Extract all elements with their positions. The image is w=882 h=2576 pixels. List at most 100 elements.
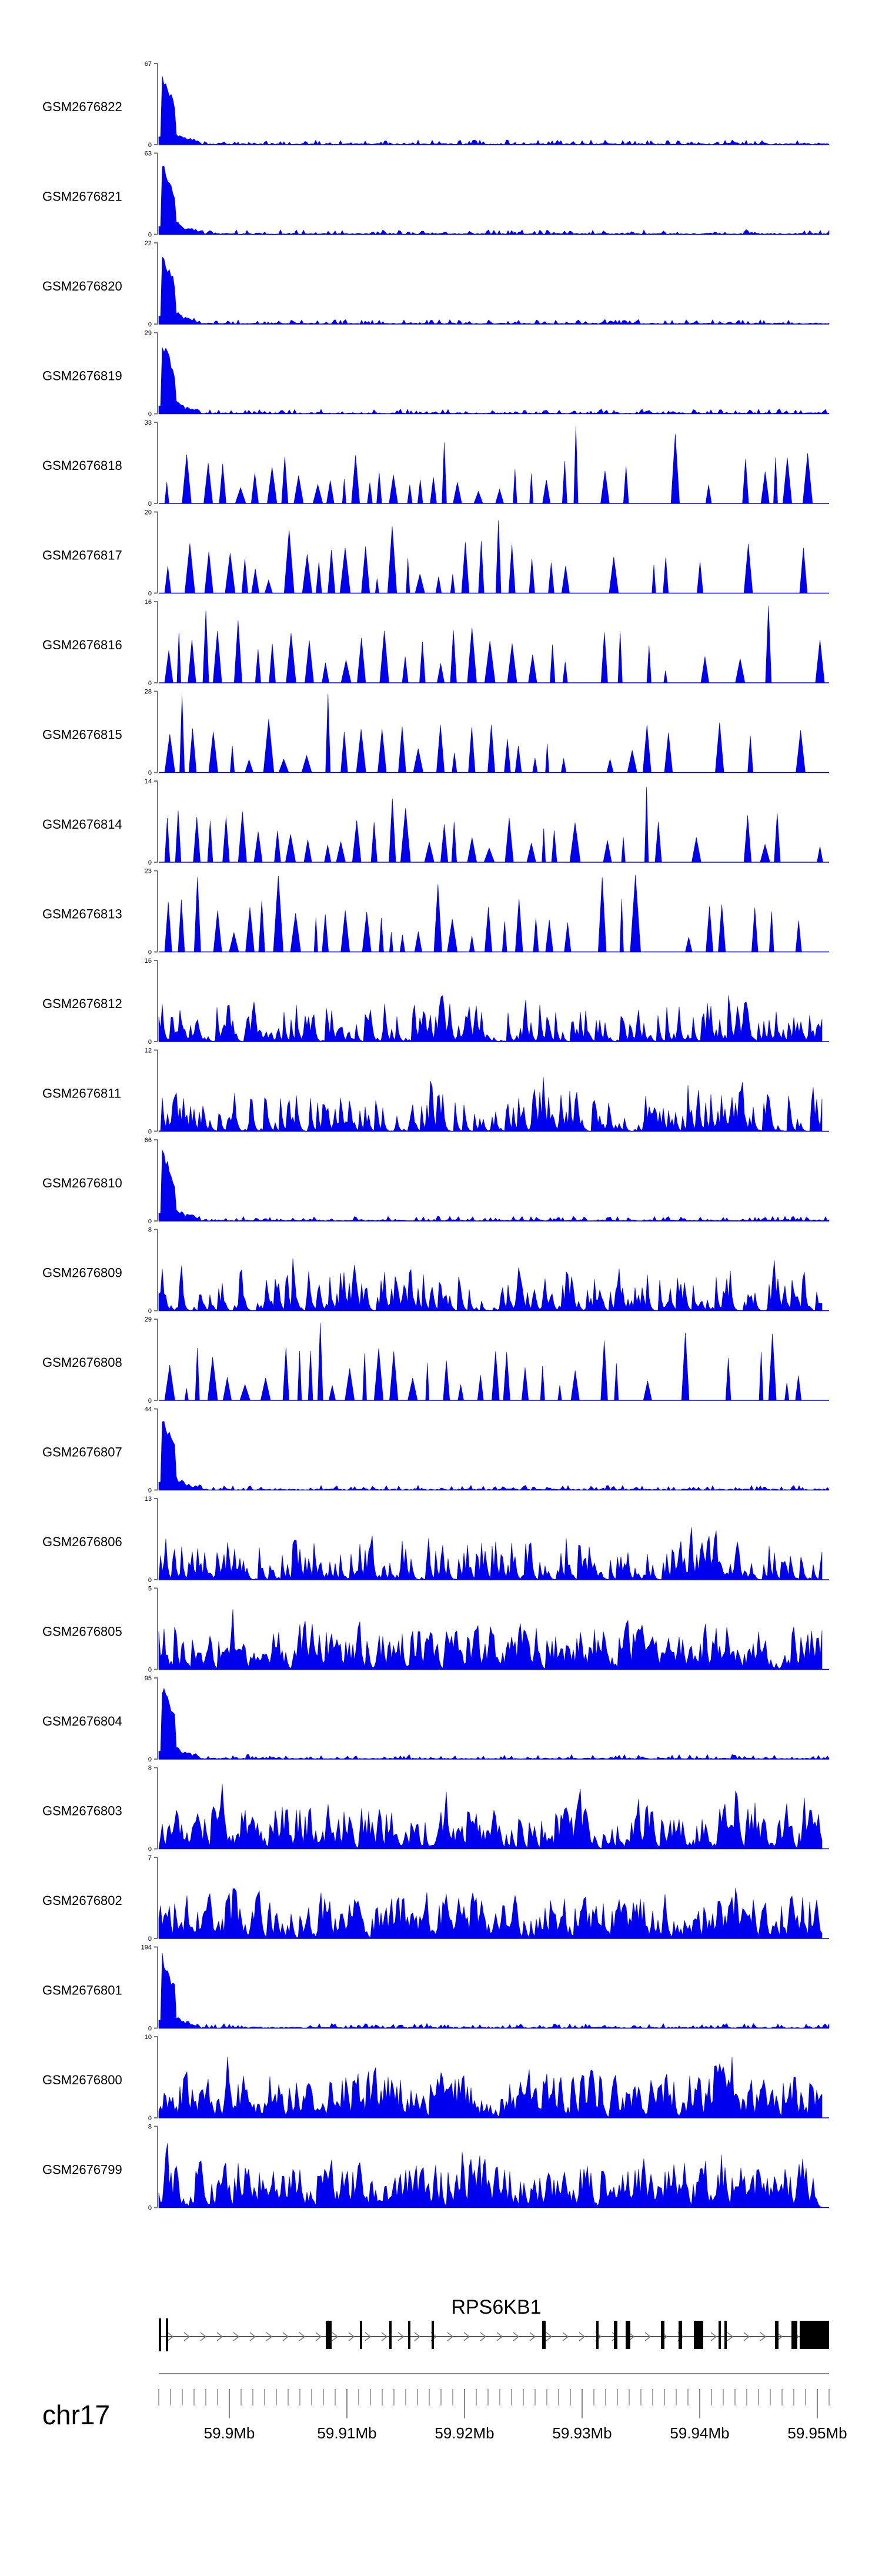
track-label: GSM2676810 — [42, 1176, 122, 1190]
coverage-area — [158, 1258, 823, 1311]
track-label: GSM2676815 — [42, 728, 122, 742]
track-GSM2676808: GSM2676808 29 0 — [42, 1316, 829, 1404]
y-zero-label: 0 — [148, 859, 152, 866]
coverage-area — [159, 875, 820, 952]
track-GSM2676813: GSM2676813 23 0 — [42, 868, 829, 956]
track-GSM2676818: GSM2676818 33 0 — [42, 419, 829, 508]
y-zero-label: 0 — [148, 1667, 152, 1674]
track-label: GSM2676811 — [42, 1086, 121, 1101]
y-zero-label: 0 — [148, 590, 152, 598]
strand-arrow — [513, 2332, 520, 2341]
y-max-label: 33 — [145, 419, 152, 426]
y-zero-label: 0 — [148, 1308, 152, 1315]
strand-arrow — [546, 2332, 553, 2341]
exon — [679, 2321, 682, 2349]
strand-arrow — [167, 2332, 174, 2341]
track-GSM2676806: GSM2676806 13 0 — [42, 1496, 829, 1584]
axis-ticks: 59.9Mb 59.91Mb 59.92Mb 59.93Mb 59.94Mb 59.95M… — [158, 2389, 847, 2442]
track-GSM2676809: GSM2676809 8 0 — [42, 1227, 829, 1315]
strand-arrow — [414, 2332, 421, 2341]
strand-arrow — [562, 2332, 569, 2341]
axis-tick-label: 59.95Mb — [787, 2424, 847, 2442]
track-GSM2676812: GSM2676812 16 0 — [42, 957, 829, 1046]
strand-arrow — [579, 2332, 586, 2341]
y-max-label: 13 — [145, 1496, 152, 1503]
track-label: GSM2676806 — [42, 1534, 122, 1549]
track-label: GSM2676803 — [42, 1804, 122, 1818]
track-label: GSM2676800 — [42, 2073, 122, 2087]
exon — [432, 2321, 434, 2349]
track-label: GSM2676812 — [42, 996, 122, 1011]
exon — [614, 2321, 617, 2349]
track-label: GSM2676809 — [42, 1266, 122, 1280]
track-GSM2676814: GSM2676814 14 0 — [42, 778, 829, 866]
y-zero-label: 0 — [148, 770, 152, 777]
track-GSM2676802: GSM2676802 7 0 — [42, 1854, 829, 1943]
y-max-label: 95 — [145, 1675, 152, 1682]
strand-arrow — [332, 2332, 339, 2341]
axis-tick-label: 59.93Mb — [552, 2424, 612, 2442]
track-label: GSM2676801 — [42, 1983, 122, 1998]
y-zero-label: 0 — [148, 680, 152, 687]
track-GSM2676822: GSM2676822 67 0 — [42, 61, 830, 149]
y-zero-label: 0 — [148, 321, 152, 328]
y-max-label: 66 — [145, 1137, 152, 1144]
gene-label: RPS6KB1 — [451, 2296, 541, 2318]
exon — [159, 2318, 161, 2351]
track-GSM2676815: GSM2676815 28 0 — [42, 689, 829, 777]
y-max-label: 44 — [145, 1406, 152, 1413]
y-zero-label: 0 — [148, 232, 152, 239]
y-max-label: 20 — [145, 509, 152, 516]
coverage-area — [158, 2143, 823, 2208]
coverage-area — [158, 165, 830, 235]
strand-arrow — [381, 2332, 388, 2341]
y-max-label: 29 — [145, 330, 152, 337]
y-max-label: 10 — [145, 2034, 152, 2041]
track-label: GSM2676818 — [42, 458, 122, 473]
coverage-area — [158, 256, 830, 325]
exon — [389, 2321, 392, 2349]
y-zero-label: 0 — [148, 411, 152, 418]
y-zero-label: 0 — [148, 1577, 152, 1584]
y-zero-label: 0 — [148, 2026, 152, 2033]
y-max-label: 12 — [145, 1047, 152, 1055]
strand-arrow — [233, 2332, 240, 2341]
strand-arrow — [644, 2332, 652, 2341]
coverage-area — [159, 605, 825, 683]
track-label: GSM2676808 — [42, 1355, 122, 1370]
exon — [326, 2321, 332, 2349]
track-label: GSM2676813 — [42, 907, 122, 922]
strand-arrow — [529, 2332, 536, 2341]
strand-arrow — [447, 2332, 454, 2341]
strand-arrow — [710, 2332, 717, 2341]
strand-arrow — [760, 2332, 767, 2341]
y-max-label: 28 — [145, 689, 152, 696]
coverage-area — [159, 787, 823, 863]
gene-model — [159, 2318, 829, 2351]
chromosome-label: chr17 — [42, 2400, 110, 2430]
y-max-label: 22 — [145, 240, 152, 247]
track-GSM2676807: GSM2676807 44 0 — [42, 1406, 830, 1494]
y-zero-label: 0 — [148, 1218, 152, 1225]
axis-tick-label: 59.9Mb — [204, 2424, 255, 2442]
track-label: GSM2676799 — [42, 2163, 122, 2177]
coverage-area — [159, 520, 820, 593]
track-label: GSM2676804 — [42, 1714, 122, 1729]
strand-arrow — [216, 2332, 223, 2341]
track-label: GSM2676822 — [42, 99, 122, 114]
coverage-area — [158, 1609, 823, 1670]
coverage-area — [158, 76, 830, 145]
exon — [800, 2321, 829, 2349]
strand-arrow — [249, 2332, 256, 2341]
strand-arrow — [463, 2332, 470, 2341]
y-max-label: 7 — [148, 1854, 152, 1861]
track-GSM2676819: GSM2676819 29 0 — [42, 330, 830, 418]
coverage-area — [158, 1150, 830, 1222]
y-max-label: 5 — [148, 1586, 152, 1593]
strand-arrow — [299, 2332, 306, 2341]
y-zero-label: 0 — [148, 949, 152, 956]
track-label: GSM2676807 — [42, 1445, 122, 1460]
strand-arrow — [397, 2332, 405, 2341]
track-GSM2676801: GSM2676801 194 0 — [42, 1944, 830, 2033]
coverage-area — [159, 694, 820, 773]
